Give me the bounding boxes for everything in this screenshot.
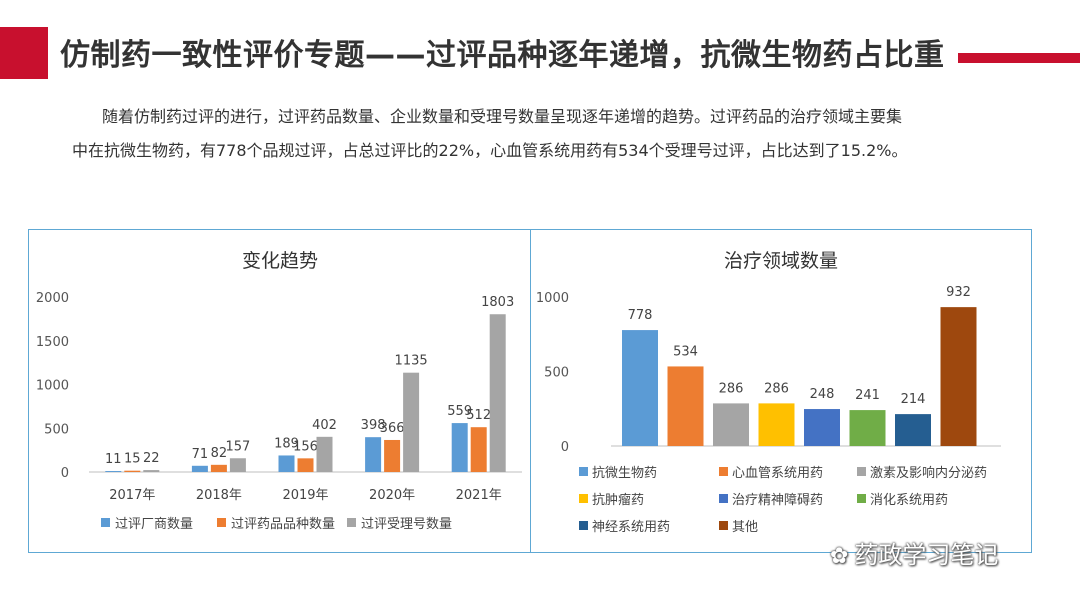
y-tick-label: 500 <box>544 366 569 381</box>
data-label: 241 <box>855 388 880 403</box>
legend-swatch <box>857 494 866 503</box>
legend-swatch <box>719 494 728 503</box>
y-tick-label: 1000 <box>536 291 569 306</box>
data-label: 398 <box>361 418 386 433</box>
legend-label: 抗肿瘤药 <box>592 492 644 508</box>
bar <box>105 471 122 472</box>
bar <box>316 436 333 472</box>
bar <box>849 410 886 446</box>
x-tick-label: 2020年 <box>369 488 415 503</box>
bar <box>470 427 487 472</box>
data-label: 15 <box>124 452 141 467</box>
y-tick-label: 1000 <box>36 379 69 394</box>
data-label: 366 <box>380 421 405 436</box>
chart-title: 变化趋势 <box>242 250 318 272</box>
x-tick-label: 2021年 <box>456 488 502 503</box>
bar <box>622 330 658 446</box>
data-label: 189 <box>274 436 299 451</box>
bar <box>758 403 795 446</box>
data-label: 248 <box>810 387 835 402</box>
bar <box>384 439 401 472</box>
data-label: 214 <box>901 392 926 407</box>
intro-line-2: 中在抗微生物药，有778个品规过评，占总过评比的22%，心血管系统用药有534个… <box>72 141 908 160</box>
legend-label: 激素及影响内分泌药 <box>870 465 987 481</box>
legend-swatch <box>719 521 728 530</box>
data-label: 286 <box>719 381 744 396</box>
title-accent-bar-right <box>958 53 1080 63</box>
therapeutic-area-chart-panel: 治疗领域数量 0 500 1000 778 534 286 286 248 241 214 932 抗微… <box>530 229 1032 553</box>
x-tick-label: 2019年 <box>282 488 328 503</box>
legend-label: 过评厂商数量 <box>115 517 193 532</box>
data-label: 778 <box>628 308 653 323</box>
bar <box>667 366 704 446</box>
bar <box>210 464 227 472</box>
trend-chart-panel: 变化趋势 0 500 1000 1500 2000 2017年 11 15 22 2018年 71 82… <box>28 229 531 553</box>
legend-label: 消化系统用药 <box>870 493 948 508</box>
data-label: 286 <box>764 381 789 396</box>
data-label: 932 <box>946 285 971 300</box>
intro-line-1: 随着仿制药过评的进行，过评药品数量、企业数量和受理号数量呈现逐年递增的趋势。过评… <box>102 107 903 126</box>
bar <box>804 409 840 446</box>
legend-swatch <box>719 467 728 476</box>
bar <box>713 403 749 446</box>
legend-swatch <box>101 518 110 527</box>
legend-label: 治疗精神障碍药 <box>732 493 823 508</box>
legend-label: 过评受理号数量 <box>361 517 452 532</box>
legend-label: 其他 <box>732 520 758 535</box>
y-tick-label: 0 <box>561 440 569 455</box>
title-accent-bar-left <box>0 27 48 79</box>
data-label: 22 <box>143 451 160 466</box>
x-tick-label: 2018年 <box>196 488 242 503</box>
data-label: 1803 <box>481 295 514 310</box>
legend-swatch <box>347 518 356 527</box>
data-label: 559 <box>447 404 472 419</box>
legend-label: 抗微生物药 <box>592 466 657 481</box>
bar <box>143 470 160 472</box>
wechat-icon: ✿ <box>830 544 849 569</box>
bar <box>403 372 420 472</box>
legend-swatch <box>857 467 866 476</box>
data-label: 11 <box>105 452 122 467</box>
legend-swatch <box>579 494 588 503</box>
data-label: 71 <box>192 447 209 462</box>
bar <box>297 458 314 472</box>
chart-title: 治疗领域数量 <box>724 250 838 272</box>
legend-label: 神经系统用药 <box>592 520 670 535</box>
y-tick-label: 1500 <box>36 335 69 350</box>
watermark-text: 药政学习笔记 <box>854 541 999 569</box>
bar <box>278 455 295 472</box>
bar <box>229 458 246 472</box>
legend-swatch <box>579 521 588 530</box>
bar <box>365 437 382 472</box>
data-label: 156 <box>293 439 318 454</box>
data-label: 1135 <box>395 354 428 369</box>
trend-chart: 变化趋势 0 500 1000 1500 2000 2017年 11 15 22 2018年 71 82… <box>36 250 522 532</box>
page-title: 仿制药一致性评价专题——过评品种逐年递增，抗微生物药占比重 <box>60 38 945 73</box>
y-tick-label: 2000 <box>36 291 69 306</box>
intro-paragraph: 随着仿制药过评的进行，过评药品数量、企业数量和受理号数量呈现逐年递增的趋势。过评… <box>72 100 1017 168</box>
bar <box>124 470 141 472</box>
bar <box>489 314 506 472</box>
watermark: ✿ 药政学习笔记 <box>830 535 998 570</box>
data-label: 82 <box>211 446 228 461</box>
data-label: 402 <box>312 418 337 433</box>
data-label: 157 <box>225 439 250 454</box>
bar <box>895 414 931 446</box>
legend-swatch <box>579 467 588 476</box>
x-tick-label: 2017年 <box>109 488 155 503</box>
bar <box>451 423 468 472</box>
legend-label: 过评药品品种数量 <box>231 517 335 532</box>
bar <box>940 307 977 446</box>
data-label: 512 <box>466 408 491 423</box>
data-label: 534 <box>673 344 698 359</box>
y-tick-label: 500 <box>44 422 69 437</box>
legend-label: 心血管系统用药 <box>732 466 823 481</box>
legend-swatch <box>217 518 226 527</box>
therapeutic-area-chart: 治疗领域数量 0 500 1000 778 534 286 286 248 241 214 932 抗微… <box>536 250 1001 535</box>
bar <box>191 465 208 472</box>
y-tick-label: 0 <box>61 466 69 481</box>
